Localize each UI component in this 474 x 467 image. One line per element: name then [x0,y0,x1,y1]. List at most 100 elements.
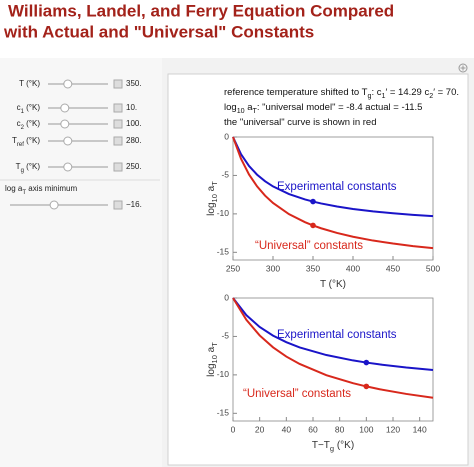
title-line: with Actual and "Universal" Constants [3,22,314,41]
y-tick-label: -10 [217,208,230,218]
control-label: Tg (°K) [16,162,41,173]
plot-frame [232,136,434,261]
x-tick-label: 300 [266,263,280,273]
slider-thumb[interactable] [60,119,70,129]
text-part: T [16,162,21,171]
x-tick-label: 100 [359,424,373,434]
text-part: ′ = 14.29 c [385,87,429,98]
plus-button[interactable] [113,162,123,172]
series-line [232,297,434,371]
x-tick-label: 60 [308,424,318,434]
curve-annotation: “Universal” constants [255,240,363,252]
text-part: c [17,119,21,128]
options-button[interactable] [458,63,468,73]
control-value: 100. [126,119,142,128]
text-part: T (°K) [320,279,346,290]
state-point [363,383,370,390]
control-value: 350. [126,79,142,88]
text-part: (°K) [24,162,40,171]
y-tick-label: -15 [217,247,230,257]
text-part: a [206,346,217,355]
x-tick-label: 450 [386,263,400,273]
text-part: : "universal model" = -8.4 actual = -11.… [257,102,423,113]
text-part: T [12,136,17,145]
y-tick-label: -5 [221,331,229,341]
control-value: 250. [126,162,142,171]
slider-thumb[interactable] [63,79,73,89]
text-part: log [224,102,237,113]
text-part: reference temperature shifted to T [224,87,368,98]
subscript: g [21,168,24,174]
subscript: T [22,190,26,196]
curve-annotation: Experimental constants [277,329,397,341]
subscript: 2 [21,125,25,131]
text-part: T [19,79,24,88]
text-part: (°K) [24,79,40,88]
subscript: 2 [429,92,433,100]
control-pane [0,58,162,467]
control-label: c1 (°K) [17,103,41,114]
series-line [232,136,434,250]
text-part: T [312,440,318,451]
text-part: a [206,185,217,194]
x-tick-label: 350 [306,263,320,273]
plus-button[interactable] [113,103,123,113]
text-part: a [245,102,254,113]
y-tick-label: -5 [221,170,229,180]
x-tick-label: 0 [231,424,236,434]
text-part: c [17,103,21,112]
x-tick-label: 120 [386,424,400,434]
slider-thumb[interactable] [60,103,70,113]
y-tick-label: -10 [217,369,230,379]
subscript: g [330,444,334,453]
x-axis-label: T−Tg (°K) [312,440,354,454]
text-part: (°K) [24,136,40,145]
slider-thumb[interactable] [63,136,73,146]
plus-button[interactable] [113,200,123,210]
y-axis-label: log10 aT [206,181,220,216]
text-part: the "universal" curve is shown in red [224,117,376,128]
text-part: (°K) [334,440,354,451]
series-line [232,297,434,399]
plus-button[interactable] [113,119,123,129]
curve-annotation: Experimental constants [277,181,397,193]
text-part: (°K) [24,103,40,112]
text-part: ′ = 70. [433,87,459,98]
x-tick-label: 20 [255,424,265,434]
state-point [310,198,316,205]
control-value: −16. [126,200,142,209]
subscript: T [210,181,219,186]
state-point [363,359,370,366]
subscript: 10 [237,107,245,115]
text-part: : c [371,87,381,98]
text-part: log a [5,184,23,193]
curve-annotation: “Universal” constants [243,388,351,400]
slider-thumb[interactable] [49,200,59,210]
text-part: −T [318,440,330,451]
text-part: axis minimum [26,184,77,193]
control-label: c2 (°K) [17,119,41,130]
state-point [310,222,316,229]
control-label: T (°K) [19,79,40,88]
plot-frame [232,297,434,422]
x-tick-label: 40 [282,424,292,434]
subscript: T [210,342,219,347]
subscript: g [367,92,371,100]
text-part: log [206,363,217,376]
info-line: the "universal" curve is shown in red [224,117,376,128]
subscript: 10 [210,194,219,202]
x-tick-label: 140 [413,424,427,434]
plus-button[interactable] [113,79,123,89]
control-value: 10. [126,103,137,112]
y-tick-label: 0 [224,131,229,141]
x-tick-label: 250 [226,263,240,273]
y-tick-label: 0 [224,292,229,302]
output-pane [167,73,469,466]
y-axis-label: log10 aT [206,342,220,377]
x-tick-label: 80 [335,424,345,434]
plus-button[interactable] [113,136,123,146]
subscript: T [253,107,258,115]
subscript: 1 [21,109,25,115]
slider-thumb[interactable] [63,162,73,172]
